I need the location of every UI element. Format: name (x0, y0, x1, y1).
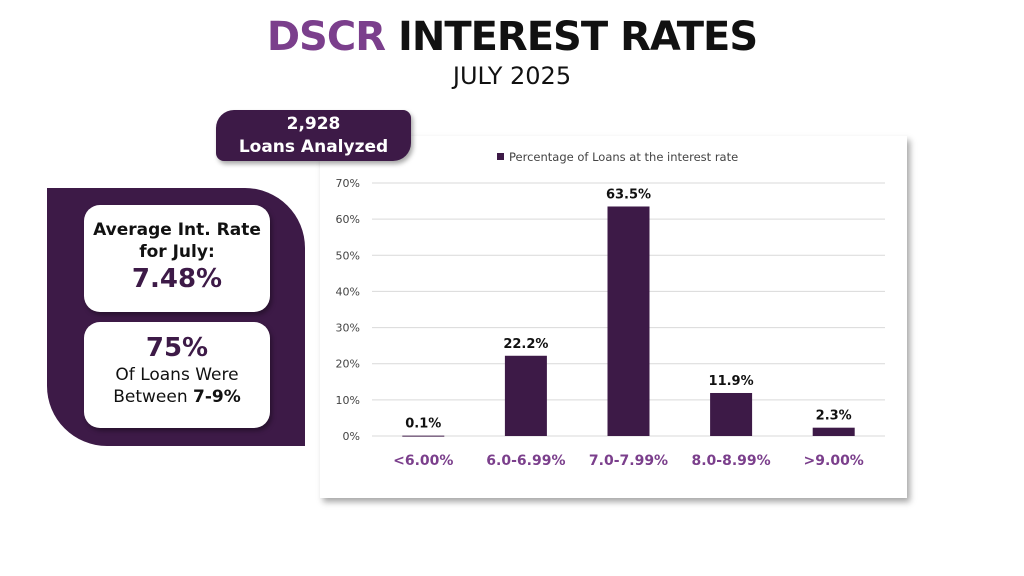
rate-range-bold: 7-9% (193, 387, 241, 407)
rate-range-line2: Between 7-9% (84, 386, 270, 408)
data-label: 22.2% (503, 337, 548, 352)
chart-container: 0% 10% 20% 30% 40% 50% 60% 70% Percentage of Loa… (320, 136, 907, 498)
loans-count: 2,928 (286, 114, 341, 134)
rate-range-value: 75% (145, 333, 209, 363)
data-label: 11.9% (709, 374, 754, 389)
average-rate-value: 7.48% (131, 264, 223, 294)
average-rate-label-line2: for July: (139, 242, 215, 262)
y-tick-label: 30% (336, 322, 360, 335)
rate-range-prefix: Between (113, 387, 194, 407)
category-label: 6.0-6.99% (486, 453, 565, 469)
rate-range-card: 75% Of Loans Were Between 7-9% (84, 322, 270, 428)
y-tick-label: 40% (336, 285, 360, 298)
y-tick-label: 70% (336, 177, 360, 190)
y-tick-label: 10% (336, 394, 360, 407)
category-label: <6.00% (393, 453, 453, 469)
y-tick-label: 0% (343, 430, 360, 443)
category-label: >9.00% (804, 453, 864, 469)
average-rate-label-line1: Average Int. Rate (93, 220, 261, 240)
data-label: 63.5% (606, 187, 651, 202)
loans-analyzed-badge: 2,928 Loans Analyzed (216, 110, 411, 161)
bar (710, 392, 753, 436)
y-tick-label: 50% (336, 249, 360, 262)
average-rate-card: Average Int. Rate for July: 7.48% (84, 205, 270, 312)
page-subtitle: JULY 2025 (452, 62, 572, 90)
rate-range-line1: Of Loans Were (115, 365, 239, 385)
loans-label: Loans Analyzed (238, 137, 389, 157)
bar (812, 427, 855, 436)
bar (504, 355, 547, 436)
data-label: 2.3% (816, 409, 852, 424)
bar (402, 435, 445, 437)
legend-label: Percentage of Loans at the interest rate (509, 150, 738, 164)
category-label: 7.0-7.99% (589, 453, 668, 469)
data-label: 0.1% (405, 417, 441, 432)
title-accent: DSCR (266, 14, 386, 60)
legend-swatch (497, 153, 504, 160)
y-tick-label: 20% (336, 358, 360, 371)
page-title: DSCR INTEREST RATES (0, 14, 1024, 60)
bar (607, 206, 650, 436)
bar-chart: 0% 10% 20% 30% 40% 50% 60% 70% Percentage of Loa… (336, 150, 885, 469)
title-rest: INTEREST RATES (397, 14, 758, 60)
y-tick-label: 60% (336, 213, 360, 226)
category-label: 8.0-8.99% (692, 453, 771, 469)
